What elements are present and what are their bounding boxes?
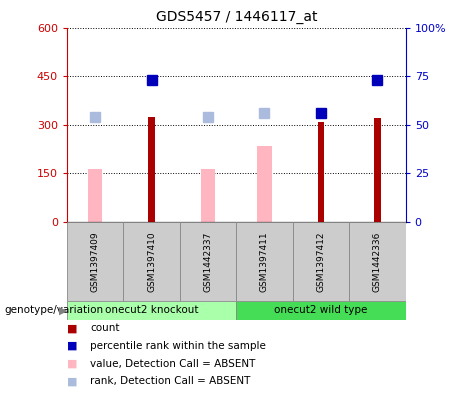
Bar xyxy=(67,301,236,320)
Text: GSM1442337: GSM1442337 xyxy=(203,231,213,292)
Bar xyxy=(293,222,349,301)
Text: rank, Detection Call = ABSENT: rank, Detection Call = ABSENT xyxy=(90,376,250,386)
Bar xyxy=(88,169,102,222)
Text: ■: ■ xyxy=(67,358,77,369)
Text: ▶: ▶ xyxy=(59,305,67,316)
Bar xyxy=(123,222,180,301)
Text: percentile rank within the sample: percentile rank within the sample xyxy=(90,341,266,351)
Bar xyxy=(257,146,272,222)
Text: ■: ■ xyxy=(67,341,77,351)
Text: ■: ■ xyxy=(67,323,77,333)
Bar xyxy=(67,222,123,301)
Text: onecut2 knockout: onecut2 knockout xyxy=(105,305,198,316)
Text: GSM1397409: GSM1397409 xyxy=(90,231,100,292)
Bar xyxy=(374,118,381,222)
Text: value, Detection Call = ABSENT: value, Detection Call = ABSENT xyxy=(90,358,255,369)
Text: genotype/variation: genotype/variation xyxy=(5,305,104,316)
Bar xyxy=(318,121,325,222)
Bar xyxy=(201,169,215,222)
Text: onecut2 wild type: onecut2 wild type xyxy=(274,305,368,316)
Bar xyxy=(236,301,406,320)
Text: count: count xyxy=(90,323,119,333)
Bar xyxy=(349,222,406,301)
Title: GDS5457 / 1446117_at: GDS5457 / 1446117_at xyxy=(155,10,317,24)
Bar xyxy=(148,117,155,222)
Bar xyxy=(236,222,293,301)
Text: ■: ■ xyxy=(67,376,77,386)
Text: GSM1397412: GSM1397412 xyxy=(316,231,325,292)
Text: GSM1397411: GSM1397411 xyxy=(260,231,269,292)
Bar xyxy=(180,222,236,301)
Text: GSM1442336: GSM1442336 xyxy=(373,231,382,292)
Text: GSM1397410: GSM1397410 xyxy=(147,231,156,292)
